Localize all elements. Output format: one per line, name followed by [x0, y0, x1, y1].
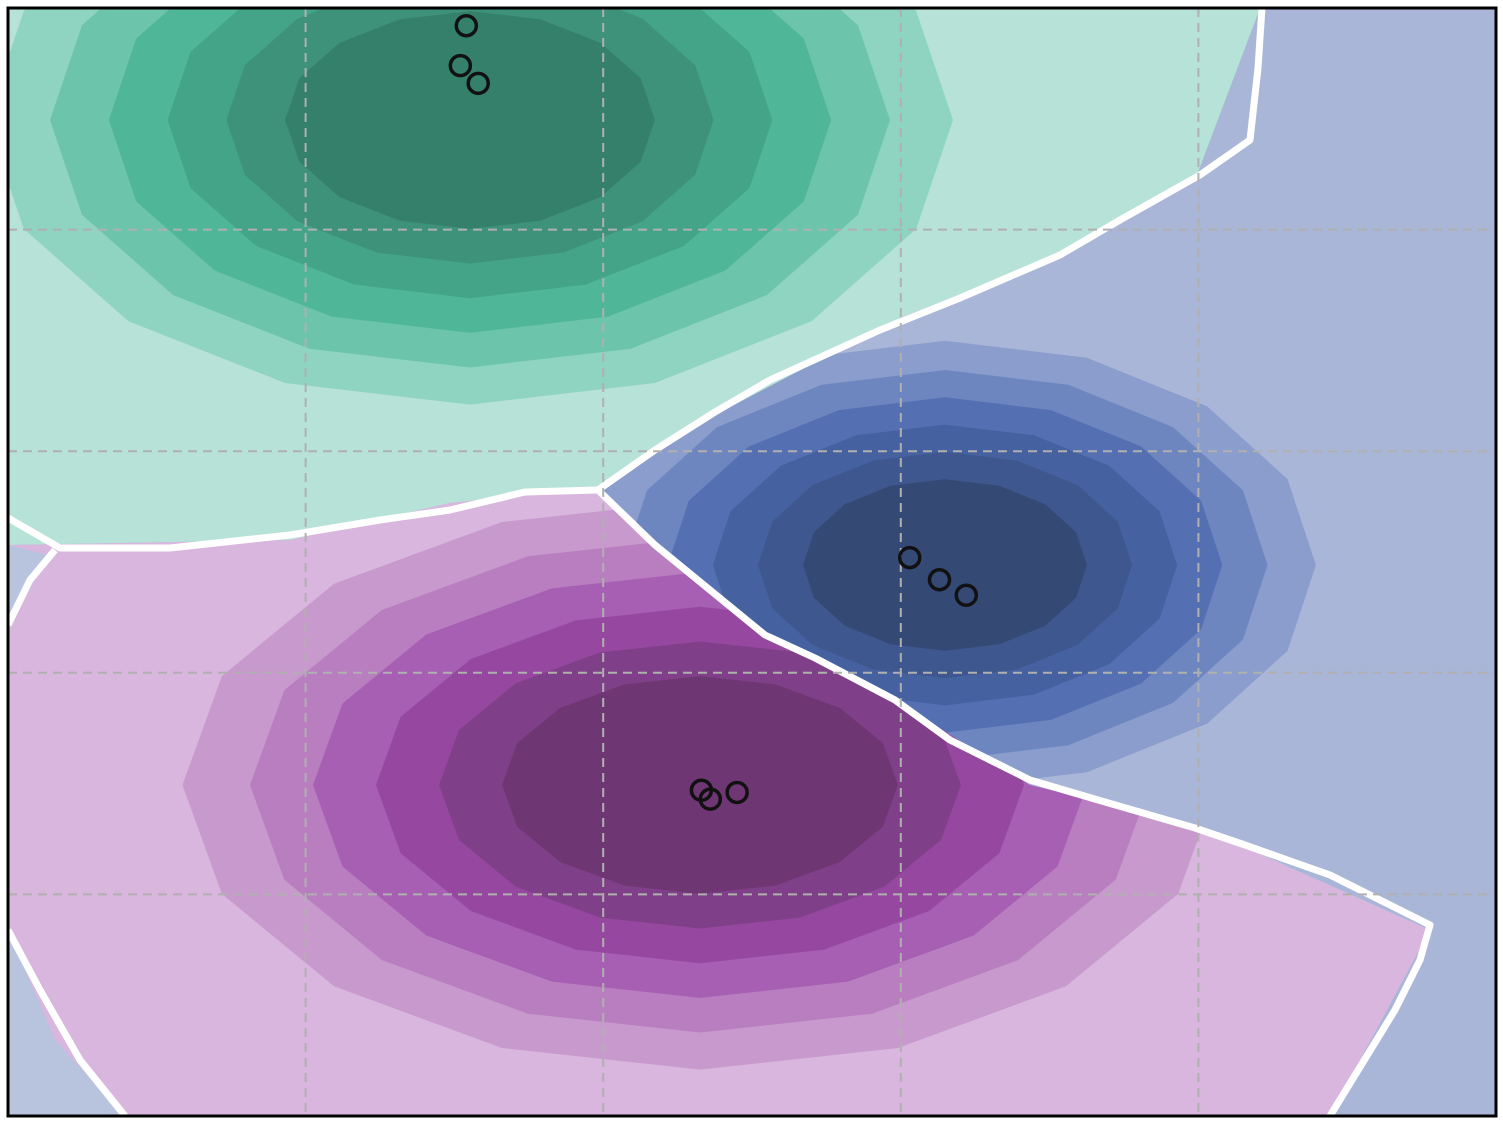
class-1-level-6	[803, 479, 1087, 651]
data-point-class-0	[448, 53, 473, 78]
data-point-class-0	[454, 13, 479, 38]
class-1-contours	[598, 8, 1496, 1116]
data-point-class-1	[897, 545, 922, 570]
decision-boundary-0	[8, 486, 599, 552]
decision-boundary-1	[595, 8, 1266, 493]
data-point-class-0	[466, 71, 490, 96]
data-point-class-2	[725, 780, 749, 805]
data-point-class-1	[954, 583, 979, 607]
decision-boundary-4	[8, 928, 128, 1116]
data-point-class-1	[927, 567, 952, 592]
class-0-contours	[8, 8, 1260, 545]
decision-boundary-3	[8, 547, 58, 627]
class-0-level-6	[285, 11, 655, 229]
class-2-level-6	[502, 676, 898, 894]
decision-boundary-2	[595, 487, 1434, 1116]
axes-frame	[6, 6, 1498, 1118]
gridlines	[8, 8, 1496, 1116]
data-point-class-2	[698, 787, 723, 811]
decision-boundaries	[8, 8, 1434, 1116]
data-points	[448, 13, 979, 811]
